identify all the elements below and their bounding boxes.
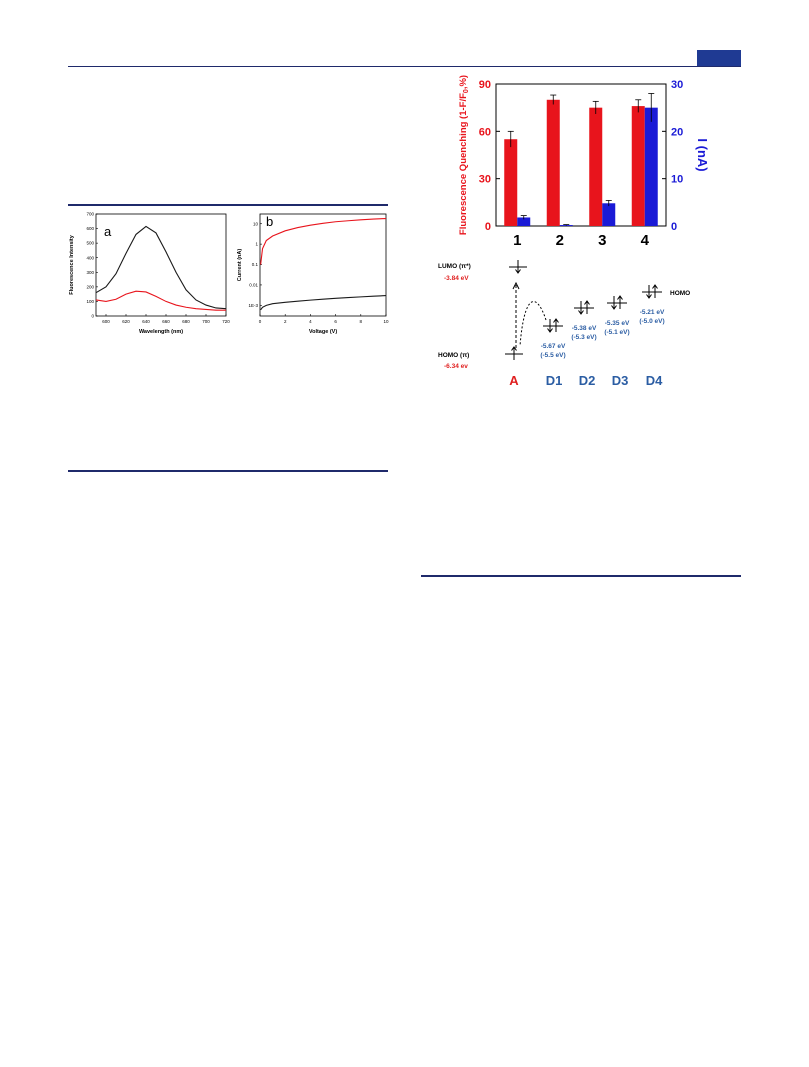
quenching-bar xyxy=(631,106,645,226)
x-tick-label: 8 xyxy=(360,319,363,324)
x-tick-label: 680 xyxy=(182,319,190,324)
x-axis-label: Voltage (V) xyxy=(309,329,337,335)
section-rule-right xyxy=(421,575,741,577)
series-line xyxy=(95,225,227,310)
plot-frame xyxy=(495,83,667,227)
x-tick-label: 600 xyxy=(102,319,110,324)
homo-label: HOMO (π) xyxy=(438,352,469,359)
y-tick-label: 500 xyxy=(86,241,94,246)
x-tick-label: 2 xyxy=(284,319,287,324)
plot-frame xyxy=(259,213,387,317)
right-y-tick-label: 0 xyxy=(671,221,677,233)
molecule-label: D1 xyxy=(546,373,563,388)
lumo-value: -3.84 eV xyxy=(444,275,469,282)
y-axis-label: Fluorescence Intensity xyxy=(69,234,75,295)
panel-label-b: b xyxy=(266,214,273,229)
homo-right-label: HOMO xyxy=(670,290,690,297)
figure-a-top-rule xyxy=(68,204,388,206)
right-y-tick-label: 20 xyxy=(671,126,683,138)
figure-b-chart: 0 2 4 6 8 10 1E-3 0.01 0.1 1 10 b Voltage (V) Current… xyxy=(237,213,389,335)
y-tick-label: 0.01 xyxy=(249,283,258,288)
spin-arrow-head xyxy=(646,294,652,299)
spin-arrow-head xyxy=(511,346,517,351)
y-axis-label: Current (nA) xyxy=(237,249,243,282)
spin-arrow-head xyxy=(611,305,617,310)
y-tick-label: 1E-3 xyxy=(248,303,258,308)
spin-arrow-head xyxy=(652,284,658,289)
x-tick-label: 0 xyxy=(259,319,262,324)
section-rule-left xyxy=(68,470,388,472)
left-y-tick-label: 90 xyxy=(479,79,491,91)
figure-a-chart: 600 620 640 660 680 700 720 0 100 200 300 400 500 600… xyxy=(69,212,230,335)
energy-diagram: LUMO (π*) -3.84 eV HOMO (π) -6.34 ev -5.67 e… xyxy=(438,260,690,388)
current-bar xyxy=(517,217,531,226)
y-tick-label: 100 xyxy=(86,299,94,304)
homo-energy-paren: (-5.0 eV) xyxy=(639,318,664,325)
x-tick-label: 700 xyxy=(202,319,210,324)
series-line xyxy=(260,295,387,311)
x-tick-label: 660 xyxy=(162,319,170,324)
homo-energy-paren: (-5.3 eV) xyxy=(571,334,596,341)
spin-arrow-head xyxy=(515,269,521,274)
plot-frame xyxy=(95,213,227,317)
spin-arrow-head xyxy=(584,300,590,305)
molecule-label: D3 xyxy=(612,373,629,388)
excitation-arrow-head xyxy=(512,281,520,290)
x-tick-label: 720 xyxy=(222,319,230,324)
x-tick-label: 620 xyxy=(122,319,130,324)
y-tick-label: 300 xyxy=(86,270,94,275)
y-tick-label: 200 xyxy=(86,284,94,289)
left-y-tick-label: 30 xyxy=(479,174,491,186)
right-y-axis-label: I (nA) xyxy=(695,138,710,171)
molecule-label: D4 xyxy=(646,373,663,388)
homo-energy-value: -5.35 eV xyxy=(605,320,630,327)
y-tick-label: 0.1 xyxy=(252,262,259,267)
category-label: 4 xyxy=(641,232,650,249)
y-tick-label: 10 xyxy=(253,221,259,226)
category-label: 3 xyxy=(598,232,606,249)
right-y-tick-label: 10 xyxy=(671,174,683,186)
lumo-label: LUMO (π*) xyxy=(438,263,471,270)
header-page-box xyxy=(697,50,741,66)
y-tick-label: 1 xyxy=(255,242,258,247)
current-bar xyxy=(644,107,658,226)
category-label: 2 xyxy=(556,232,564,249)
series-line xyxy=(260,217,387,265)
transfer-arrow xyxy=(519,301,547,347)
homo-energy-paren: (-5.1 eV) xyxy=(604,329,629,336)
panel-label-a: a xyxy=(104,224,112,239)
y-tick-label: 400 xyxy=(86,255,94,260)
y-tick-label: 700 xyxy=(86,212,94,217)
current-bar xyxy=(602,203,616,226)
spin-arrow-head xyxy=(617,295,623,300)
spin-arrow-head xyxy=(578,310,584,315)
y-tick-label: 0 xyxy=(91,314,94,319)
molecule-label: A xyxy=(509,373,519,388)
homo-energy-value: -5.21 eV xyxy=(640,309,665,316)
right-y-tick-label: 30 xyxy=(671,79,683,91)
spin-arrow-head xyxy=(553,318,559,323)
x-tick-label: 4 xyxy=(309,319,312,324)
homo-energy-value: -5.67 eV xyxy=(541,343,566,350)
left-y-axis-label: Fluorescence Quenching (1-F/F0,%) xyxy=(458,75,470,235)
quenching-bar xyxy=(546,99,560,226)
x-tick-label: 640 xyxy=(142,319,150,324)
left-y-tick-label: 60 xyxy=(479,126,491,138)
left-y-tick-label: 0 xyxy=(485,221,491,233)
molecule-label: D2 xyxy=(579,373,596,388)
homo-energy-value: -5.38 eV xyxy=(572,325,597,332)
quenching-bar xyxy=(589,107,603,226)
homo-energy-paren: (-5.5 eV) xyxy=(540,352,565,359)
header-rule xyxy=(68,66,741,67)
x-tick-label: 6 xyxy=(334,319,337,324)
series-line xyxy=(95,290,226,311)
spin-arrow-head xyxy=(547,328,553,333)
category-label: 1 xyxy=(513,232,521,249)
x-axis-label: Wavelength (nm) xyxy=(139,329,183,335)
x-tick-label: 10 xyxy=(383,319,389,324)
figure-c-chart: 0 30 60 90 0 10 20 30 1 2 3 4 Fluorescence Quenching… xyxy=(458,75,710,249)
y-tick-label: 600 xyxy=(86,226,94,231)
quenching-bar xyxy=(504,139,518,226)
homo-value: -6.34 ev xyxy=(444,363,468,370)
